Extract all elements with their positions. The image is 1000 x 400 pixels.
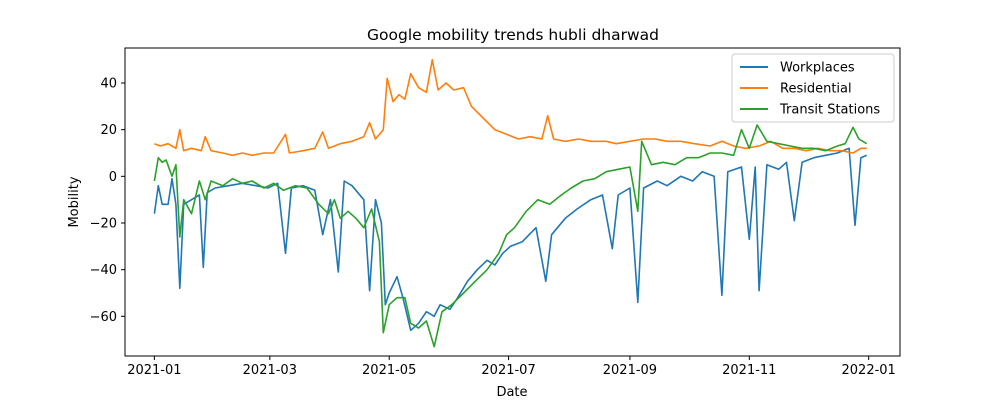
chart-title: Google mobility trends hubli dharwad — [367, 26, 659, 44]
x-tick-label: 2021-03 — [243, 363, 297, 378]
y-axis-label: Mobility — [67, 176, 82, 227]
y-tick-label: −40 — [90, 263, 117, 278]
series-line-0 — [153, 147, 868, 332]
series-line-1 — [154, 58, 867, 157]
legend: Workplaces Residential Transit Stations — [731, 53, 895, 123]
x-tick-label: 2021-11 — [722, 363, 776, 378]
y-tick-label: 40 — [100, 77, 117, 92]
x-axis-ticks: 2021-01 2021-03 2021-05 2021-07 2021-09 2021-… — [127, 356, 896, 378]
x-tick-label: 2022-01 — [842, 363, 896, 378]
x-axis-label: Date — [496, 385, 527, 400]
legend-label-0: Workplaces — [780, 61, 855, 76]
legend-label-2: Transit Stations — [779, 103, 880, 118]
x-tick-label: 2021-05 — [362, 363, 416, 378]
legend-box — [731, 53, 895, 123]
y-axis-ticks: −60 −40 −20 0 20 40 — [90, 77, 125, 325]
series-line-2 — [153, 124, 868, 348]
plot-area-frame — [124, 47, 901, 357]
x-tick-label: 2021-07 — [481, 363, 535, 378]
legend-label-1: Residential — [780, 82, 852, 97]
y-tick-label: −60 — [90, 310, 117, 325]
y-tick-label: 20 — [100, 123, 117, 138]
x-tick-label: 2021-01 — [127, 363, 181, 378]
y-tick-label: −20 — [90, 217, 117, 232]
y-tick-label: 0 — [109, 170, 117, 185]
series-layer — [153, 58, 868, 348]
x-tick-label: 2021-09 — [603, 363, 657, 378]
